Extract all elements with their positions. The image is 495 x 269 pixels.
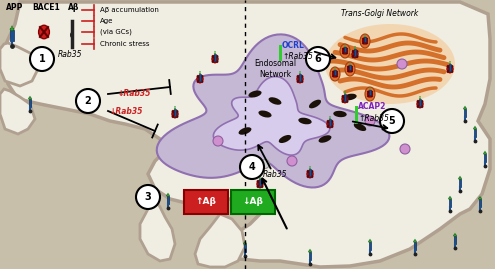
Ellipse shape	[199, 71, 200, 72]
Ellipse shape	[259, 176, 261, 177]
Bar	[214, 54, 216, 61]
Bar	[334, 70, 336, 75]
Bar	[10, 30, 14, 41]
Ellipse shape	[397, 59, 407, 69]
Text: (via GCs): (via GCs)	[100, 29, 132, 35]
Text: Rab35: Rab35	[263, 170, 288, 179]
Ellipse shape	[325, 24, 455, 104]
Ellipse shape	[344, 46, 346, 47]
Ellipse shape	[459, 177, 461, 180]
Ellipse shape	[414, 240, 416, 243]
Ellipse shape	[299, 72, 301, 74]
Text: OCRL: OCRL	[282, 41, 305, 50]
Text: 1: 1	[39, 54, 46, 64]
Ellipse shape	[213, 136, 223, 146]
Ellipse shape	[354, 123, 366, 131]
Ellipse shape	[417, 100, 423, 108]
Ellipse shape	[174, 106, 176, 107]
Ellipse shape	[258, 111, 272, 118]
Polygon shape	[157, 34, 390, 187]
Ellipse shape	[287, 156, 297, 166]
Ellipse shape	[369, 88, 371, 89]
Ellipse shape	[449, 61, 451, 62]
Ellipse shape	[454, 233, 456, 234]
Circle shape	[240, 155, 264, 179]
Ellipse shape	[419, 96, 421, 97]
Text: Aβ accumulation: Aβ accumulation	[100, 7, 159, 13]
Polygon shape	[213, 77, 330, 155]
Text: ↑Aβ: ↑Aβ	[196, 197, 216, 207]
Ellipse shape	[11, 26, 13, 27]
Ellipse shape	[279, 135, 291, 143]
Ellipse shape	[70, 32, 74, 38]
Ellipse shape	[479, 196, 481, 197]
Text: Chronic stress: Chronic stress	[100, 41, 149, 47]
Ellipse shape	[34, 51, 36, 52]
Bar	[259, 179, 261, 186]
Ellipse shape	[244, 242, 247, 245]
Ellipse shape	[344, 94, 357, 100]
Polygon shape	[4, 2, 490, 267]
Bar	[419, 98, 421, 105]
Bar	[459, 179, 461, 186]
Ellipse shape	[327, 120, 333, 128]
Ellipse shape	[309, 166, 311, 167]
Ellipse shape	[349, 64, 351, 65]
Polygon shape	[0, 43, 38, 86]
Ellipse shape	[333, 111, 346, 117]
Circle shape	[30, 47, 54, 71]
Ellipse shape	[345, 91, 346, 92]
Ellipse shape	[354, 47, 356, 49]
Ellipse shape	[34, 52, 36, 55]
Ellipse shape	[214, 51, 216, 52]
Bar	[474, 129, 476, 136]
Ellipse shape	[369, 240, 371, 243]
Ellipse shape	[365, 116, 375, 126]
Text: Trans-Golgi Network: Trans-Golgi Network	[342, 9, 419, 19]
Ellipse shape	[449, 196, 451, 197]
Bar	[174, 108, 176, 115]
Ellipse shape	[364, 36, 366, 37]
Ellipse shape	[453, 234, 456, 237]
Ellipse shape	[354, 46, 356, 47]
FancyBboxPatch shape	[231, 190, 275, 214]
Bar	[299, 73, 301, 80]
Ellipse shape	[308, 250, 311, 253]
Ellipse shape	[197, 75, 203, 83]
Ellipse shape	[309, 100, 321, 108]
Ellipse shape	[244, 241, 246, 242]
Bar	[344, 94, 346, 101]
Circle shape	[76, 89, 100, 113]
Ellipse shape	[309, 167, 311, 169]
Polygon shape	[0, 89, 35, 134]
Ellipse shape	[479, 197, 481, 200]
Bar	[167, 196, 169, 204]
Ellipse shape	[309, 249, 311, 250]
Text: ↑Rab35: ↑Rab35	[358, 114, 389, 123]
Ellipse shape	[307, 170, 313, 178]
Ellipse shape	[347, 66, 352, 72]
Text: ↓Rab35: ↓Rab35	[118, 89, 151, 98]
Bar	[449, 63, 451, 70]
Ellipse shape	[334, 69, 336, 70]
Ellipse shape	[464, 107, 466, 110]
Ellipse shape	[259, 177, 261, 179]
Ellipse shape	[345, 62, 355, 76]
Ellipse shape	[329, 116, 331, 117]
Bar	[369, 90, 371, 95]
Ellipse shape	[360, 34, 370, 48]
Bar	[354, 48, 356, 55]
Ellipse shape	[298, 118, 312, 124]
Bar	[329, 119, 331, 126]
Polygon shape	[195, 214, 245, 267]
Ellipse shape	[369, 89, 371, 90]
Ellipse shape	[344, 92, 346, 94]
Bar	[364, 37, 366, 42]
Text: 2: 2	[85, 96, 92, 106]
Ellipse shape	[167, 193, 169, 194]
Text: BACE1: BACE1	[32, 3, 60, 12]
Bar	[479, 199, 481, 207]
Bar	[464, 109, 466, 116]
Ellipse shape	[419, 97, 421, 99]
